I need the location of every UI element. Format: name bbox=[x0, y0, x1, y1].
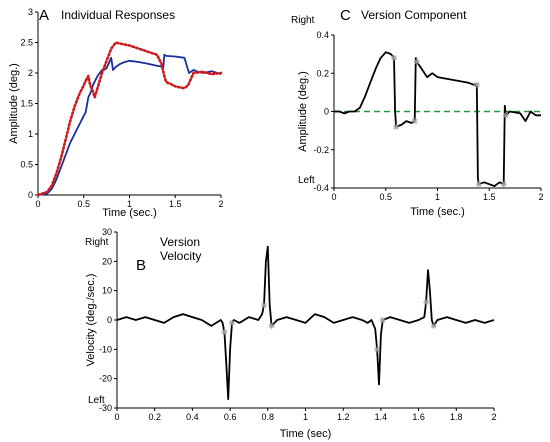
y-axis-label: Velocity (deg./sec.) bbox=[85, 274, 97, 367]
y-tick-label: 20 bbox=[102, 256, 112, 266]
x-tick-label: 0 bbox=[114, 412, 119, 422]
x-tick-label: 0 bbox=[35, 199, 40, 209]
x-tick-label: 2 bbox=[491, 412, 496, 422]
y-axis-label: Amplitude (deg.) bbox=[297, 71, 309, 152]
panel-title: Version Component bbox=[361, 8, 467, 22]
y-tick-label: -20 bbox=[99, 374, 112, 384]
y-tick-label: 0.5 bbox=[20, 160, 33, 170]
y-tick-label: 2.5 bbox=[20, 38, 33, 48]
y-tick-label: 0 bbox=[324, 107, 329, 117]
event-marker-stroke bbox=[221, 329, 227, 335]
x-tick-label: 1 bbox=[435, 192, 440, 202]
event-marker bbox=[379, 317, 386, 323]
event-marker-stroke bbox=[374, 346, 380, 352]
y-tick-label: -0.4 bbox=[313, 183, 329, 193]
event-marker-stroke bbox=[393, 124, 399, 130]
event-marker bbox=[221, 328, 228, 335]
y-tick-label: 1 bbox=[28, 129, 33, 139]
x-axis-label: Time (sec.) bbox=[102, 207, 157, 219]
x-tick-label: 1 bbox=[303, 412, 308, 422]
y-tick-label: 2 bbox=[28, 68, 33, 78]
x-tick-label: 0.8 bbox=[262, 412, 275, 422]
y-tick-label: -30 bbox=[99, 403, 112, 413]
event-marker-stroke bbox=[503, 112, 509, 118]
x-tick-label: 1.8 bbox=[450, 412, 463, 422]
panel-letter: B bbox=[136, 257, 146, 274]
x-tick-label: 0.4 bbox=[186, 412, 199, 422]
x-tick-label: 0.6 bbox=[224, 412, 237, 422]
side-label-left: Left bbox=[298, 175, 315, 186]
event-marker bbox=[502, 112, 509, 119]
y-tick-label: 0 bbox=[28, 190, 33, 200]
panel-title: Individual Responses bbox=[61, 8, 175, 22]
event-marker-stroke bbox=[501, 181, 507, 187]
event-marker-stroke bbox=[380, 317, 386, 323]
x-tick-label: 2 bbox=[538, 192, 543, 202]
event-marker bbox=[500, 181, 507, 188]
x-tick-label: 1.4 bbox=[375, 412, 388, 422]
x-tick-label: 2 bbox=[218, 199, 223, 209]
event-marker bbox=[473, 81, 480, 88]
side-label-left: Left bbox=[88, 395, 105, 406]
x-tick-label: 1.2 bbox=[337, 412, 350, 422]
y-tick-label: 0.2 bbox=[316, 68, 329, 78]
y-tick-label: 10 bbox=[102, 286, 112, 296]
event-marker-stroke bbox=[229, 320, 235, 326]
panel-title: Version Velocity bbox=[160, 235, 201, 263]
event-marker bbox=[411, 118, 418, 125]
event-marker-stroke bbox=[269, 323, 275, 329]
y-axis-label: Amplitude (deg.) bbox=[8, 63, 20, 144]
y-tick-label: 0 bbox=[107, 315, 112, 325]
x-tick-label: 1.6 bbox=[412, 412, 425, 422]
y-tick-label: 30 bbox=[102, 227, 112, 237]
panel-letter: A bbox=[39, 7, 49, 24]
event-marker bbox=[423, 299, 430, 306]
x-axis-label: Time (sec) bbox=[280, 428, 332, 440]
event-marker bbox=[430, 322, 437, 329]
y-tick-label: 1.5 bbox=[20, 99, 33, 109]
y-tick-label: 3 bbox=[28, 7, 33, 17]
event-marker-stroke bbox=[414, 59, 420, 65]
event-marker-stroke bbox=[476, 181, 482, 187]
event-marker bbox=[391, 54, 398, 61]
event-marker bbox=[475, 181, 482, 188]
y-tick-label: -0.2 bbox=[313, 145, 329, 155]
event-marker-stroke bbox=[474, 82, 480, 88]
event-marker bbox=[374, 346, 381, 353]
panel-title-line: Velocity bbox=[160, 249, 201, 263]
series-line-0 bbox=[116, 245, 495, 401]
event-marker bbox=[413, 58, 420, 65]
y-tick-label: -10 bbox=[99, 344, 112, 354]
event-marker bbox=[228, 319, 235, 326]
x-tick-label: 1.5 bbox=[483, 192, 496, 202]
event-marker bbox=[268, 322, 275, 329]
x-tick-label: 0.5 bbox=[77, 199, 90, 209]
event-marker-stroke bbox=[391, 55, 397, 61]
y-tick-label: 0.4 bbox=[316, 30, 329, 40]
x-tick-label: 0.2 bbox=[148, 412, 161, 422]
event-marker-stroke bbox=[412, 118, 418, 124]
event-marker bbox=[393, 123, 400, 130]
panel-title-line: Version bbox=[160, 235, 200, 249]
series-line-0 bbox=[334, 51, 541, 188]
event-marker-stroke bbox=[261, 302, 267, 308]
x-axis-label: Time (sec.) bbox=[410, 206, 465, 218]
series-line-1 bbox=[36, 41, 223, 197]
panel-letter: C bbox=[340, 7, 351, 24]
side-label-right: Right bbox=[291, 15, 315, 26]
event-marker-stroke bbox=[423, 299, 429, 305]
event-marker bbox=[261, 302, 268, 309]
event-marker-stroke bbox=[431, 323, 437, 329]
x-tick-label: 1 bbox=[127, 199, 132, 209]
x-tick-label: 0.5 bbox=[379, 192, 392, 202]
x-tick-label: 1.5 bbox=[169, 199, 182, 209]
series-line-0 bbox=[37, 53, 222, 196]
side-label-right: Right bbox=[85, 237, 109, 248]
x-tick-label: 0 bbox=[331, 192, 336, 202]
